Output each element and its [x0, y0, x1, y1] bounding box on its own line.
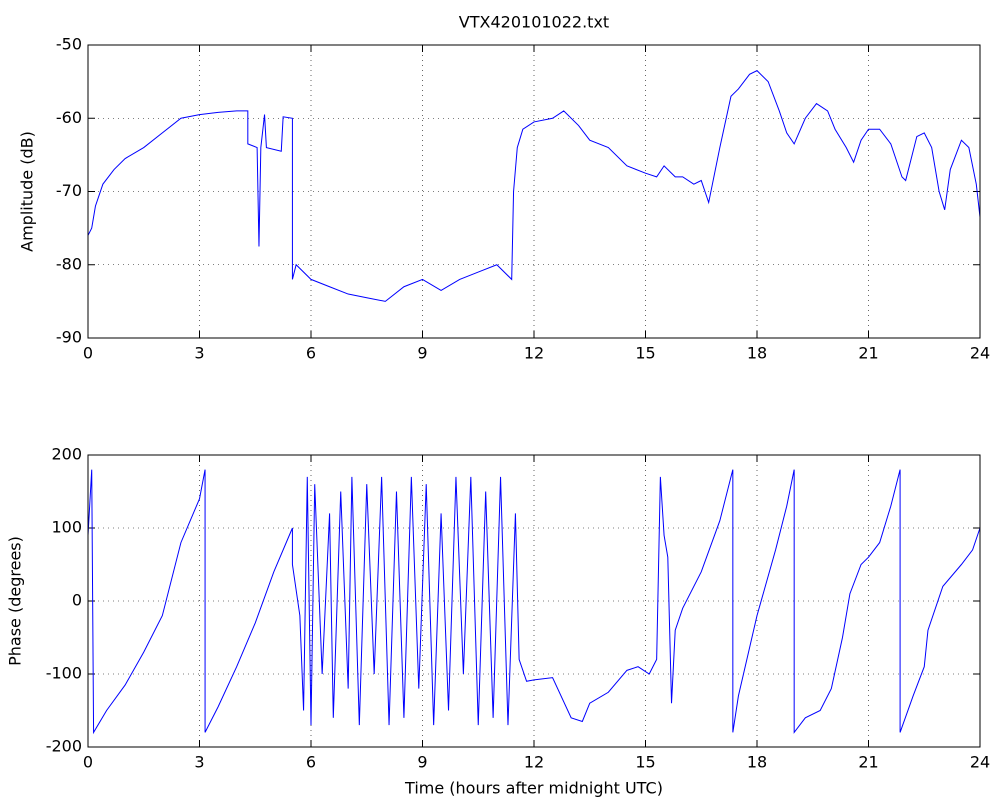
x-tick-label: 18 — [747, 753, 767, 772]
x-axis-label: Time (hours after midnight UTC) — [404, 779, 663, 798]
x-tick-label: 9 — [417, 344, 427, 363]
x-tick-label: 24 — [970, 344, 990, 363]
x-tick-label: 18 — [747, 344, 767, 363]
y-tick-label: -50 — [56, 35, 82, 54]
y-tick-label: 100 — [51, 518, 82, 537]
y-tick-label: 0 — [72, 591, 82, 610]
y-axis-label: Amplitude (dB) — [18, 131, 37, 252]
y-tick-label: -200 — [46, 737, 82, 756]
x-tick-label: 12 — [524, 344, 544, 363]
data-line — [87, 70, 981, 302]
x-tick-label: 6 — [306, 753, 316, 772]
y-axis-label: Phase (degrees) — [6, 536, 25, 666]
y-tick-label: -60 — [56, 108, 82, 127]
y-tick-label: -80 — [56, 254, 82, 273]
x-tick-label: 15 — [635, 344, 655, 363]
x-tick-label: 9 — [417, 753, 427, 772]
y-tick-label: -100 — [46, 664, 82, 683]
y-tick-label: -90 — [56, 328, 82, 347]
x-tick-label: 15 — [635, 753, 655, 772]
y-tick-label: 200 — [51, 445, 82, 464]
x-tick-label: 12 — [524, 753, 544, 772]
x-tick-label: 3 — [194, 344, 204, 363]
y-tick-label: -70 — [56, 181, 82, 200]
x-tick-label: 6 — [306, 344, 316, 363]
x-tick-label: 3 — [194, 753, 204, 772]
x-tick-label: 21 — [858, 344, 878, 363]
x-tick-label: 21 — [858, 753, 878, 772]
x-tick-label: 24 — [970, 753, 990, 772]
x-tick-label: 0 — [83, 753, 93, 772]
chart-title: VTX420101022.txt — [459, 13, 609, 32]
data-line — [87, 469, 981, 735]
plot-frame — [87, 44, 981, 339]
plot-frame — [87, 454, 981, 748]
x-tick-label: 0 — [83, 344, 93, 363]
